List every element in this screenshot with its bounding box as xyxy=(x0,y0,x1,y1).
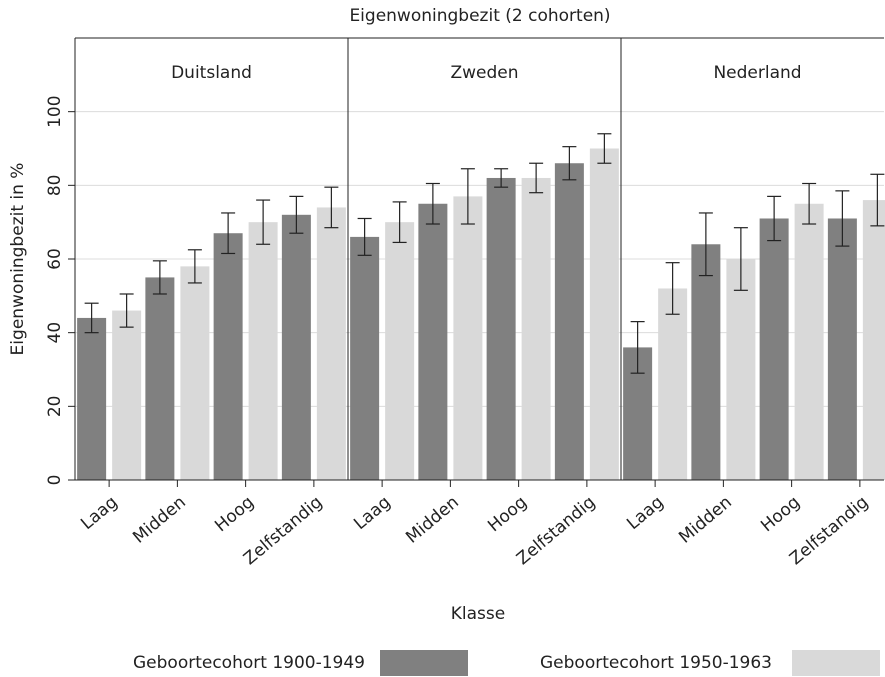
y-axis-label: Eigenwoningbezit in % xyxy=(8,163,28,356)
bar xyxy=(862,200,885,481)
bar xyxy=(554,163,584,480)
error-bar xyxy=(221,212,236,255)
error-bar xyxy=(733,227,748,291)
x-tick-label: Hoog xyxy=(211,492,258,536)
legend-label: Geboortecohort 1950-1963 xyxy=(540,653,772,673)
error-bar xyxy=(870,173,885,227)
chart-title: Eigenwoningbezit (2 cohorten) xyxy=(349,6,610,26)
error-bar xyxy=(802,182,817,225)
bar xyxy=(385,222,415,480)
error-bar xyxy=(597,133,612,164)
error-bar xyxy=(529,162,544,194)
y-tick-label: 60 xyxy=(45,248,65,270)
error-bar xyxy=(494,168,509,188)
error-bar xyxy=(630,321,645,374)
bar xyxy=(145,277,175,480)
error-bar xyxy=(187,249,202,284)
bar xyxy=(759,218,789,480)
error-bar xyxy=(152,260,167,295)
bar xyxy=(112,310,142,480)
bar xyxy=(248,222,278,480)
y-tick-label: 40 xyxy=(45,322,65,344)
error-bar xyxy=(84,302,99,334)
bar xyxy=(691,244,721,480)
x-tick-label: Laag xyxy=(77,492,121,534)
bar xyxy=(726,259,756,480)
x-axis-label: Klasse xyxy=(451,604,505,624)
bar xyxy=(589,148,619,480)
x-tick-label: Hoog xyxy=(757,492,804,536)
error-bar xyxy=(835,190,850,247)
error-bar xyxy=(119,293,134,328)
panel-title: Zweden xyxy=(450,63,518,83)
bar xyxy=(453,196,483,480)
bar xyxy=(213,233,243,480)
legend-swatch xyxy=(380,650,468,676)
x-tick-label: Laag xyxy=(350,492,394,534)
error-bar xyxy=(256,199,271,245)
error-bar xyxy=(392,201,407,244)
y-tick-label: 20 xyxy=(45,396,65,418)
x-tick-label: Midden xyxy=(402,492,463,547)
bar xyxy=(350,236,380,480)
error-bar xyxy=(425,182,440,225)
x-tick-label: Midden xyxy=(129,492,190,547)
x-tick-label: Hoog xyxy=(484,492,531,536)
error-bar xyxy=(289,195,304,234)
panel-title: Duitsland xyxy=(171,63,252,83)
panel-title: Nederland xyxy=(713,63,801,83)
bar xyxy=(521,177,551,480)
bar xyxy=(827,218,857,480)
error-bar xyxy=(698,212,713,277)
bar xyxy=(281,214,311,481)
x-tick-label: Laag xyxy=(623,492,667,534)
error-bar xyxy=(562,146,577,181)
y-tick-label: 100 xyxy=(45,95,65,127)
y-tick-label: 0 xyxy=(45,475,65,486)
bar xyxy=(486,177,516,480)
error-bar xyxy=(357,217,372,256)
legend-label: Geboortecohort 1900-1949 xyxy=(133,653,365,673)
error-bar xyxy=(767,195,782,242)
error-bar xyxy=(324,186,339,229)
bar xyxy=(658,288,688,480)
bar xyxy=(316,207,346,480)
error-bar xyxy=(460,168,475,225)
legend-swatch xyxy=(792,650,880,676)
bar xyxy=(180,266,210,480)
bar xyxy=(418,203,448,480)
error-bar xyxy=(665,262,680,315)
bar xyxy=(794,203,824,480)
x-tick-label: Midden xyxy=(675,492,736,547)
y-tick-label: 80 xyxy=(45,175,65,197)
bar xyxy=(77,317,107,480)
